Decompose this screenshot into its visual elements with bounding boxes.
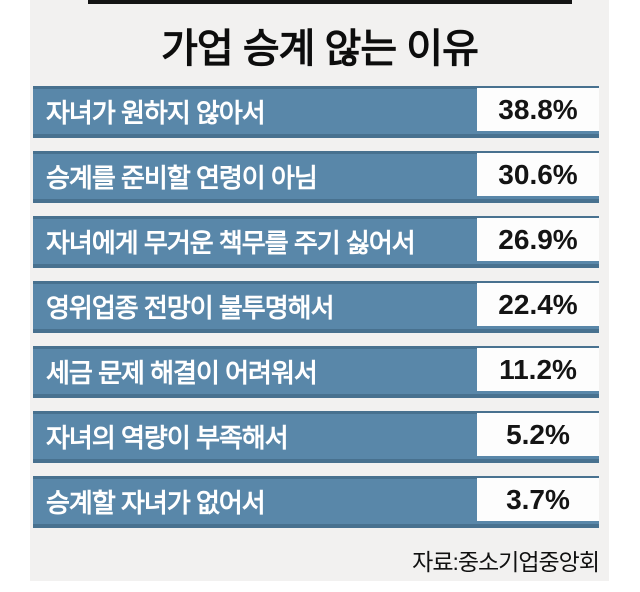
bar-label: 자녀에게 무거운 책무를 주기 싫어서 — [46, 228, 416, 258]
bar-row: 승계를 준비할 연령이 아님 30.6% — [33, 151, 599, 203]
bar-row: 자녀에게 무거운 책무를 주기 싫어서 26.9% — [33, 216, 599, 268]
bar-label: 세금 문제 해결이 어려워서 — [46, 358, 318, 388]
bar-row: 승계할 자녀가 없어서 3.7% — [33, 476, 599, 528]
value-label: 3.7% — [477, 478, 599, 521]
value-label: 11.2% — [477, 348, 599, 391]
bar-row: 자녀가 원하지 않아서 38.8% — [33, 86, 599, 138]
bar-label: 승계할 자녀가 없어서 — [46, 488, 266, 518]
bar-row: 세금 문제 해결이 어려워서 11.2% — [33, 346, 599, 398]
bar-label: 영위업종 전망이 불투명해서 — [46, 293, 334, 323]
bar-label: 자녀가 원하지 않아서 — [46, 98, 266, 128]
value-label: 22.4% — [477, 283, 599, 326]
bar-row: 자녀의 역량이 부족해서 5.2% — [33, 411, 599, 463]
chart-panel: 가업 승계 않는 이유 자녀가 원하지 않아서 38.8% 승계를 준비할 연령이 … — [30, 0, 609, 581]
chart-title: 가업 승계 않는 이유 — [161, 27, 479, 71]
bar-rows: 자녀가 원하지 않아서 38.8% 승계를 준비할 연령이 아님 30.6% 자녀에게 … — [33, 86, 599, 541]
value-label: 26.9% — [477, 218, 599, 261]
bar-row: 영위업종 전망이 불투명해서 22.4% — [33, 281, 599, 333]
source-credit: 자료:중소기업중앙회 — [412, 549, 600, 575]
top-rule — [88, 0, 572, 4]
value-label: 5.2% — [477, 413, 599, 456]
value-label: 30.6% — [477, 153, 599, 196]
value-label: 38.8% — [477, 88, 599, 131]
bar-label: 자녀의 역량이 부족해서 — [46, 423, 289, 453]
bar-label: 승계를 준비할 연령이 아님 — [46, 163, 318, 193]
